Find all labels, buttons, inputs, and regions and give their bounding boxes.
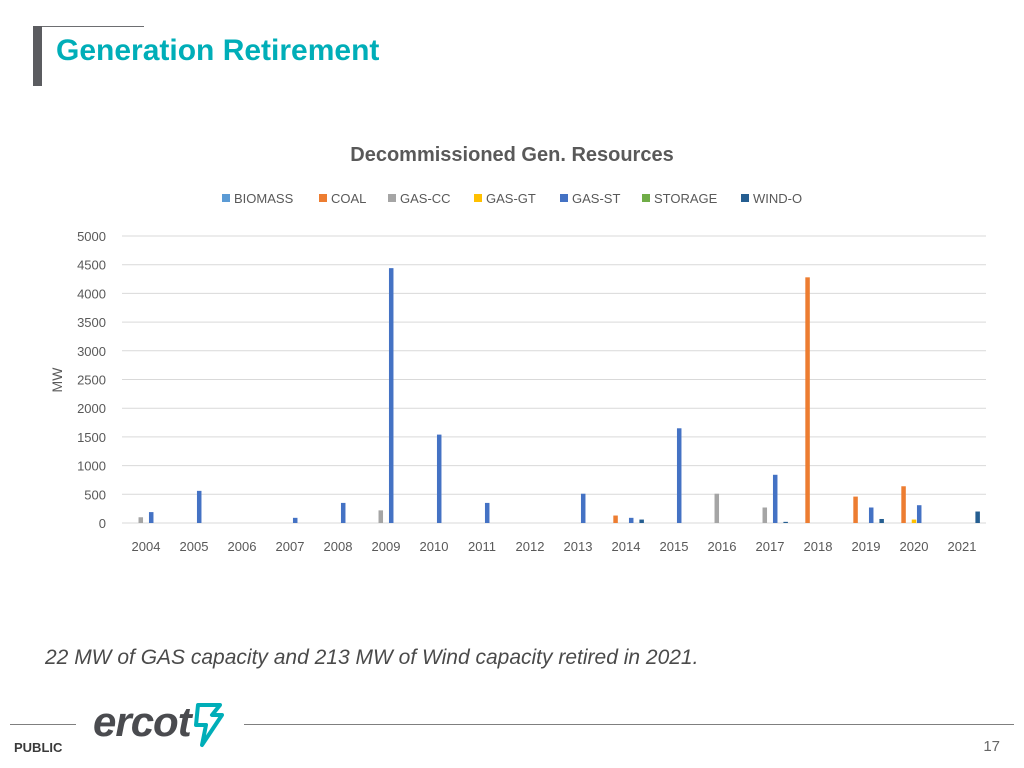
bar-coal-2019 <box>853 496 858 523</box>
legend-swatch-storage <box>642 194 650 202</box>
x-tick-label-2015: 2015 <box>660 539 689 554</box>
title-accent-bar <box>33 26 42 86</box>
legend-label-gas-cc: GAS-CC <box>400 191 451 206</box>
bar-wind-o-2014 <box>639 519 644 523</box>
bar-coal-2014 <box>613 515 618 523</box>
ercot-logo: ercot <box>93 698 233 752</box>
y-tick-label-3500: 3500 <box>77 315 106 330</box>
bar-gas-st-2007 <box>292 517 298 523</box>
x-tick-label-2019: 2019 <box>852 539 881 554</box>
legend-swatch-coal <box>319 194 327 202</box>
x-tick-label-2018: 2018 <box>804 539 833 554</box>
x-tick-label-2005: 2005 <box>180 539 209 554</box>
y-tick-label-1500: 1500 <box>77 430 106 445</box>
bar-coal-2018 <box>805 277 810 523</box>
bar-gas-cc-2016 <box>714 493 720 523</box>
legend-label-biomass: BIOMASS <box>234 191 294 206</box>
decommissioned-resources-chart: Decommissioned Gen. Resources BIOMASS COAL… <box>49 144 986 554</box>
bar-gas-st-2015 <box>676 428 682 523</box>
bar-gas-cc-2004 <box>138 517 144 523</box>
bar-gas-st-2011 <box>484 502 490 523</box>
caption: 22 MW of GAS capacity and 213 MW of Wind… <box>45 646 699 669</box>
bar-gas-st-2009 <box>388 268 394 523</box>
y-tick-label-3000: 3000 <box>77 344 106 359</box>
x-tick-label-2017: 2017 <box>756 539 785 554</box>
x-tick-label-2008: 2008 <box>324 539 353 554</box>
bar-gas-st-2020 <box>916 505 922 523</box>
bar-gas-cc-2009 <box>378 510 384 523</box>
x-tick-label-2007: 2007 <box>276 539 305 554</box>
logo-text: ercot <box>93 698 192 745</box>
legend-label-gas-gt: GAS-GT <box>486 191 536 206</box>
bar-wind-o-2019 <box>879 518 884 523</box>
y-tick-label-500: 500 <box>84 487 106 502</box>
footer-rule-left <box>10 724 76 725</box>
footer-rule-right <box>244 724 1014 725</box>
bar-gas-st-2013 <box>580 493 586 523</box>
x-tick-label-2021: 2021 <box>948 539 977 554</box>
legend-label-coal: COAL <box>331 191 366 206</box>
legend-label-wind-o: WIND-O <box>753 191 802 206</box>
y-tick-label-1000: 1000 <box>77 459 106 474</box>
bar-gas-st-2014 <box>628 517 634 523</box>
bar-gas-st-2004 <box>148 512 154 523</box>
y-tick-label-4000: 4000 <box>77 286 106 301</box>
bar-coal-2020 <box>901 486 906 523</box>
y-tick-label-5000: 5000 <box>77 229 106 244</box>
y-tick-label-2000: 2000 <box>77 401 106 416</box>
x-tick-label-2016: 2016 <box>708 539 737 554</box>
lightning-bolt-icon <box>194 703 224 747</box>
legend-swatch-gas-cc <box>388 194 396 202</box>
legend-label-gas-st: GAS-ST <box>572 191 620 206</box>
title-rule <box>38 26 144 27</box>
legend-swatch-biomass <box>222 194 230 202</box>
page-number: 17 <box>983 738 1000 755</box>
x-tick-label-2014: 2014 <box>612 539 641 554</box>
x-tick-label-2011: 2011 <box>468 539 496 554</box>
x-tick-label-2004: 2004 <box>132 539 161 554</box>
legend-swatch-gas-st <box>560 194 568 202</box>
bar-wind-o-2021 <box>975 511 980 523</box>
bar-gas-st-2017 <box>772 474 778 523</box>
legend-swatch-wind-o <box>741 194 749 202</box>
legend-swatch-gas-gt <box>474 194 482 202</box>
x-tick-label-2013: 2013 <box>564 539 593 554</box>
legend-label-storage: STORAGE <box>654 191 718 206</box>
y-tick-label-0: 0 <box>99 516 106 531</box>
slide-title: Generation Retirement <box>56 34 380 67</box>
chart-title: Decommissioned Gen. Resources <box>350 144 673 166</box>
x-tick-label-2010: 2010 <box>420 539 449 554</box>
bar-gas-gt-2020 <box>911 519 917 523</box>
y-axis-label: MW <box>49 367 65 393</box>
y-tick-label-2500: 2500 <box>77 373 106 388</box>
x-tick-label-2012: 2012 <box>516 539 545 554</box>
bar-gas-st-2008 <box>340 502 346 523</box>
bar-gas-cc-2017 <box>762 507 768 523</box>
bar-gas-st-2019 <box>868 507 874 523</box>
bar-wind-o-2017 <box>783 521 788 523</box>
classification-label: PUBLIC <box>14 740 63 755</box>
y-tick-label-4500: 4500 <box>77 258 106 273</box>
x-tick-label-2006: 2006 <box>228 539 257 554</box>
bar-gas-st-2010 <box>436 434 442 523</box>
x-tick-label-2020: 2020 <box>900 539 929 554</box>
x-tick-label-2009: 2009 <box>372 539 401 554</box>
bar-gas-st-2005 <box>196 490 202 523</box>
